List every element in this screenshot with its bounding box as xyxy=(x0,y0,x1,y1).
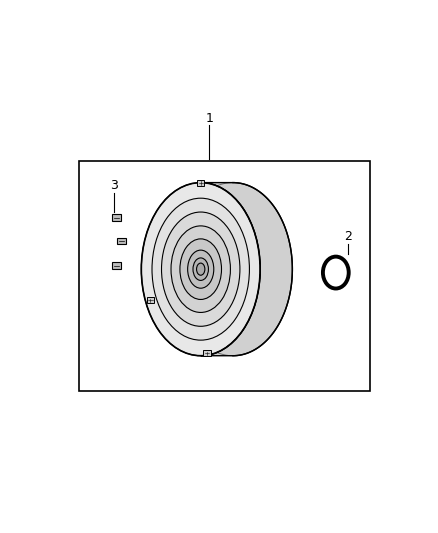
Text: 3: 3 xyxy=(110,180,118,192)
Ellipse shape xyxy=(152,198,249,340)
Bar xyxy=(203,350,211,357)
Text: 1: 1 xyxy=(205,111,213,125)
Ellipse shape xyxy=(141,183,260,356)
Ellipse shape xyxy=(323,256,349,288)
Bar xyxy=(117,238,126,245)
Bar xyxy=(112,262,121,269)
Bar xyxy=(147,297,154,303)
Ellipse shape xyxy=(162,212,240,326)
Ellipse shape xyxy=(329,264,343,281)
Ellipse shape xyxy=(187,250,214,288)
Ellipse shape xyxy=(180,239,222,300)
Polygon shape xyxy=(201,183,292,356)
Text: 2: 2 xyxy=(344,230,352,244)
Bar xyxy=(112,214,121,221)
Bar xyxy=(197,180,205,186)
Ellipse shape xyxy=(193,258,208,280)
Ellipse shape xyxy=(171,226,230,312)
Bar xyxy=(78,160,371,391)
Ellipse shape xyxy=(197,263,205,275)
